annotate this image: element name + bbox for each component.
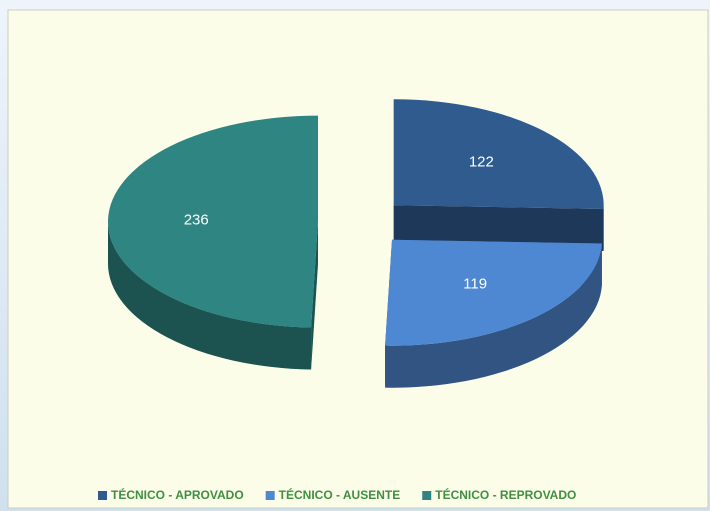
- data-label: 236: [184, 212, 209, 229]
- slice-side-shade: [108, 221, 312, 370]
- data-label: 119: [463, 276, 487, 293]
- legend-swatch: [98, 491, 107, 500]
- legend-label: TÉCNICO - AUSENTE: [279, 487, 401, 502]
- slice-side: [385, 243, 602, 388]
- slice-side-shade: [311, 221, 319, 370]
- data-label: 122: [469, 153, 494, 170]
- pie: 122 119 236: [108, 99, 604, 388]
- legend-swatch: [265, 491, 275, 500]
- legend: TÉCNICO - APROVADO TÉCNICO - AUSENTE TÉCNI…: [98, 487, 576, 502]
- slice-side: [108, 221, 312, 370]
- slice: 119: [385, 239, 602, 388]
- slice-side-shade: [393, 205, 604, 252]
- slice-top: [385, 239, 602, 346]
- slice-top: [393, 99, 604, 210]
- legend-label: TÉCNICO - REPROVADO: [435, 487, 576, 502]
- legend-label: TÉCNICO - APROVADO: [111, 487, 244, 502]
- slice: 236: [108, 115, 319, 370]
- slice-side: [393, 205, 604, 252]
- legend-swatch: [422, 491, 432, 500]
- slice: 122: [393, 99, 604, 252]
- slice-side: [311, 221, 319, 370]
- slice-side-shade: [385, 243, 602, 388]
- slice-top: [108, 115, 319, 328]
